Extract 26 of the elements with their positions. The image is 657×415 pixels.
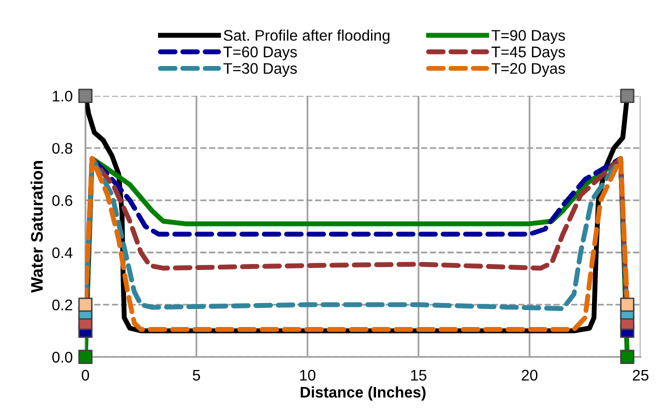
legend-label: Sat. Profile after flooding xyxy=(224,30,390,44)
point xyxy=(78,298,93,312)
point xyxy=(78,88,93,103)
legend-label: T=45 Days xyxy=(492,46,565,60)
x-tick-label: 15 xyxy=(411,370,426,381)
x-tick-label: 20 xyxy=(522,370,538,381)
y-tick-label: 0.4 xyxy=(52,247,72,258)
point xyxy=(620,88,634,103)
x-tick-label: 0 xyxy=(82,370,90,381)
legend-label: T=20 Dyas xyxy=(492,63,565,77)
point xyxy=(620,298,634,312)
legend-label: T=30 Days xyxy=(223,63,297,77)
y-tick-label: 0.2 xyxy=(52,300,72,310)
x-tick-label: 10 xyxy=(300,370,316,381)
x-axis-title: Distance (Inches) xyxy=(300,386,426,401)
legend-label: T=60 Days xyxy=(223,46,297,60)
y-axis-title: Water Saturation xyxy=(30,161,43,293)
x-tick-label: 25 xyxy=(632,370,648,381)
y-tick-label: 0.8 xyxy=(52,142,72,154)
point xyxy=(78,350,93,364)
y-tick-label: 1.0 xyxy=(52,90,72,102)
y-tick-label: 0.0 xyxy=(52,352,72,363)
y-tick-label: 0.6 xyxy=(52,195,72,206)
legend-label: T=90 Days xyxy=(492,30,565,44)
x-tick-label: 5 xyxy=(192,370,200,381)
point xyxy=(620,350,634,364)
